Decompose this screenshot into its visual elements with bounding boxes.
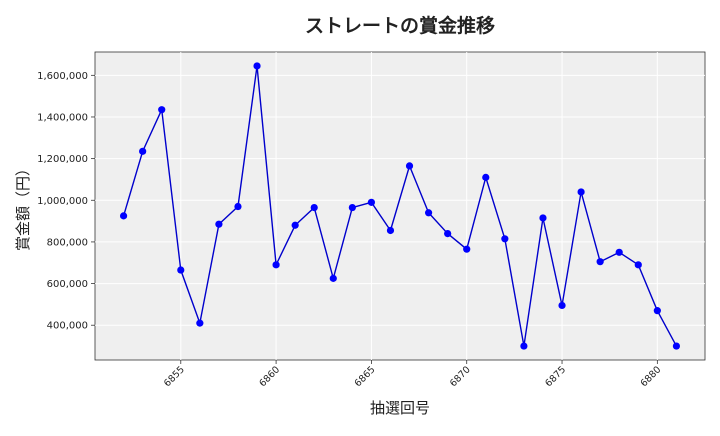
y-axis-ticks: 400,000 600,000 800,000 1,000,000 1,200,000 1… — [37, 71, 95, 332]
data-point — [539, 214, 547, 222]
data-point — [672, 342, 681, 350]
data-point — [139, 147, 147, 155]
data-point — [310, 203, 318, 212]
data-point — [158, 106, 166, 114]
data-point — [444, 229, 452, 238]
data-point — [615, 248, 623, 256]
y-tick-label: 1,400,000 — [37, 112, 88, 123]
data-point — [463, 245, 471, 253]
data-point — [348, 203, 356, 212]
data-point — [501, 235, 509, 243]
y-tick-label: 600,000 — [47, 279, 88, 290]
data-point — [234, 202, 242, 211]
x-tick-label: 6875 — [543, 364, 568, 389]
data-point — [272, 261, 280, 269]
chart-title: ストレートの賞金推移 — [305, 14, 495, 37]
y-tick-label: 800,000 — [47, 237, 88, 248]
x-tick-label: 6860 — [257, 364, 282, 389]
data-point — [520, 342, 528, 350]
x-tick-label: 6880 — [639, 364, 664, 389]
data-point — [367, 198, 376, 206]
data-point — [634, 261, 642, 269]
data-point — [577, 188, 585, 196]
data-point — [558, 301, 566, 310]
data-point — [653, 307, 661, 315]
data-point — [196, 319, 204, 327]
series-layer — [119, 62, 681, 350]
x-axis-label: 抽選回号 — [370, 399, 430, 417]
data-point — [119, 212, 128, 220]
x-tick-label: 6870 — [448, 364, 473, 389]
x-axis-ticks: 6855 6860 6865 6870 6875 6880 — [162, 360, 663, 389]
y-axis-label: 賞金額（円） — [14, 161, 32, 251]
plot-area — [94, 51, 706, 361]
y-tick-label: 1,200,000 — [37, 154, 88, 165]
data-point — [215, 220, 223, 228]
x-tick-label: 6865 — [353, 364, 378, 389]
data-point — [177, 266, 185, 274]
data-point — [482, 173, 490, 181]
y-tick-label: 400,000 — [47, 321, 88, 332]
series-line — [122, 65, 678, 347]
data-point — [405, 162, 414, 170]
data-point — [424, 209, 433, 217]
data-point — [291, 221, 299, 229]
data-point — [329, 274, 337, 282]
data-point — [596, 258, 604, 266]
x-tick-label: 6855 — [162, 364, 187, 389]
y-tick-label: 1,000,000 — [37, 196, 88, 207]
data-point — [253, 62, 261, 70]
y-tick-label: 1,600,000 — [37, 71, 88, 82]
data-point — [386, 226, 395, 235]
